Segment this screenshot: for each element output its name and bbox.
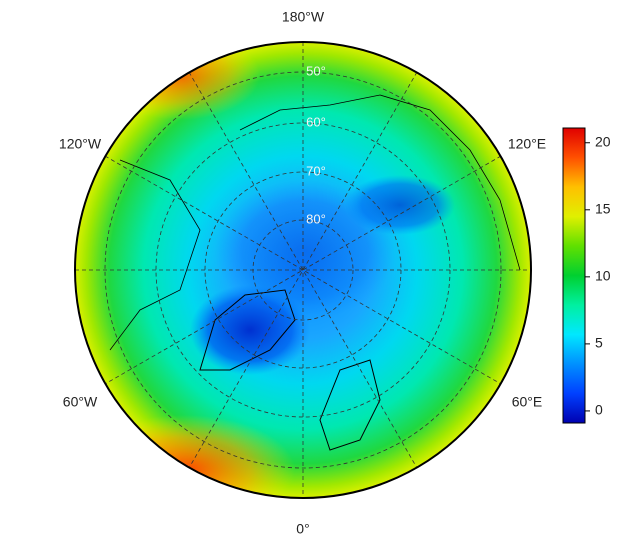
lon-label: 0° [296,521,309,537]
lon-label: 180°W [282,9,325,25]
lon-label: 60°E [512,394,543,410]
colorbar-tick-label: 20 [595,133,611,149]
map-border [74,41,532,499]
lat-label: 80° [306,211,326,226]
lat-label: 70° [306,163,326,178]
lon-label: 120°W [59,136,102,152]
lat-label: 50° [306,63,326,78]
lon-label: 60°W [63,394,98,410]
lat-label: 60° [306,114,326,129]
colorbar-tick-label: 5 [595,335,603,351]
colorbar [562,127,586,424]
colorbar-tick-label: 10 [595,268,611,284]
graticule [75,42,531,498]
colorbar-tick-label: 15 [595,200,611,216]
colorbar-tick-label: 0 [595,402,603,418]
lon-label: 120°E [508,136,546,152]
